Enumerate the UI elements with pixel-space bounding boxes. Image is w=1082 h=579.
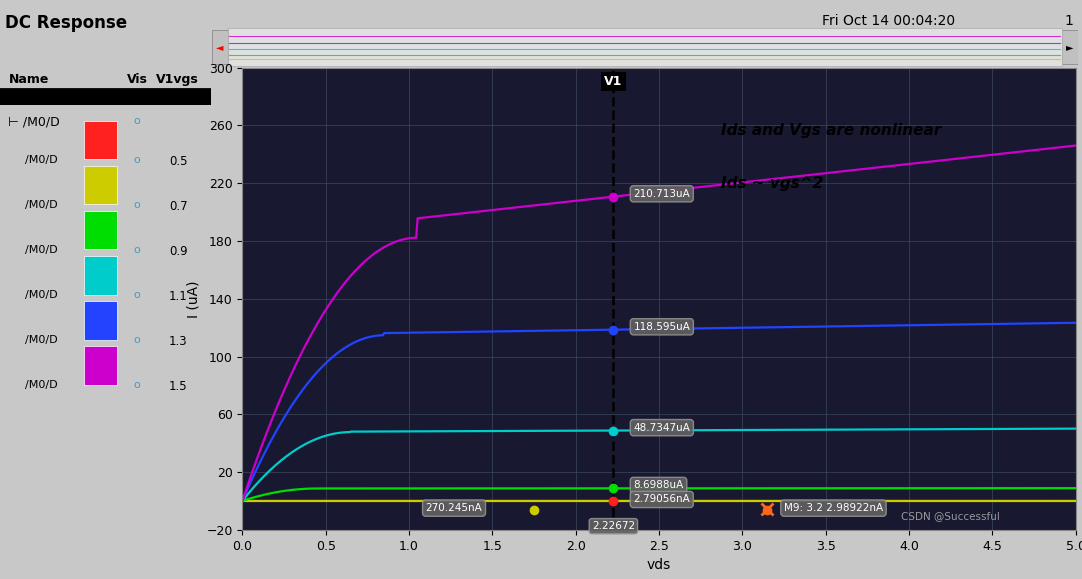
Text: Vis: Vis <box>127 73 147 86</box>
FancyBboxPatch shape <box>212 30 227 64</box>
FancyBboxPatch shape <box>84 302 117 339</box>
Text: 1.3: 1.3 <box>169 335 187 349</box>
Text: /M0/D: /M0/D <box>25 290 58 301</box>
Text: 8.6988uA: 8.6988uA <box>633 481 684 490</box>
FancyBboxPatch shape <box>84 346 117 384</box>
Text: /M0/D: /M0/D <box>25 380 58 390</box>
Text: DC Response: DC Response <box>5 14 128 32</box>
Text: o: o <box>133 290 140 301</box>
Text: /M0/D: /M0/D <box>25 335 58 345</box>
Text: 118.595uA: 118.595uA <box>633 322 690 332</box>
Text: V1vgs: V1vgs <box>156 73 199 86</box>
Text: o: o <box>133 380 140 390</box>
Text: 1.1: 1.1 <box>169 290 187 303</box>
FancyBboxPatch shape <box>1063 30 1078 64</box>
Text: /M0/D: /M0/D <box>25 155 58 165</box>
Text: 1.5: 1.5 <box>169 380 187 393</box>
Text: Name: Name <box>9 73 49 86</box>
Text: CSDN @Successful: CSDN @Successful <box>900 511 1000 522</box>
Text: 0.7: 0.7 <box>169 200 187 213</box>
Text: Ids and Vgs are nonlinear: Ids and Vgs are nonlinear <box>722 123 941 138</box>
FancyBboxPatch shape <box>84 121 117 159</box>
Text: o: o <box>133 155 140 165</box>
Text: ⊢ /M0/D: ⊢ /M0/D <box>9 115 61 129</box>
Text: Ids ~ vgs^2: Ids ~ vgs^2 <box>722 176 823 191</box>
FancyBboxPatch shape <box>84 166 117 204</box>
Text: ◄: ◄ <box>216 42 224 52</box>
Text: o: o <box>133 335 140 345</box>
Text: Fri Oct 14 00:04:20: Fri Oct 14 00:04:20 <box>822 14 955 28</box>
Text: 2.79056nA: 2.79056nA <box>633 494 690 504</box>
Text: V1: V1 <box>604 75 622 88</box>
Text: ►: ► <box>1066 42 1073 52</box>
Text: 0.9: 0.9 <box>169 245 187 258</box>
Text: 2.22672: 2.22672 <box>592 521 635 531</box>
FancyBboxPatch shape <box>84 256 117 295</box>
FancyBboxPatch shape <box>227 28 1063 65</box>
Text: 48.7347uA: 48.7347uA <box>633 423 690 433</box>
Text: 0.5: 0.5 <box>169 155 187 168</box>
Text: /M0/D: /M0/D <box>25 245 58 255</box>
FancyBboxPatch shape <box>0 90 211 105</box>
Text: M9: 3.2 2.98922nA: M9: 3.2 2.98922nA <box>783 503 883 513</box>
Text: /M0/D: /M0/D <box>25 200 58 210</box>
Text: o: o <box>133 245 140 255</box>
Text: o: o <box>133 200 140 210</box>
Y-axis label: I (uA): I (uA) <box>187 280 201 317</box>
Text: 1: 1 <box>1065 14 1073 28</box>
X-axis label: vds: vds <box>647 558 671 572</box>
Text: o: o <box>133 116 140 126</box>
Text: 270.245nA: 270.245nA <box>425 503 483 513</box>
FancyBboxPatch shape <box>84 211 117 250</box>
Text: 210.713uA: 210.713uA <box>633 189 690 199</box>
